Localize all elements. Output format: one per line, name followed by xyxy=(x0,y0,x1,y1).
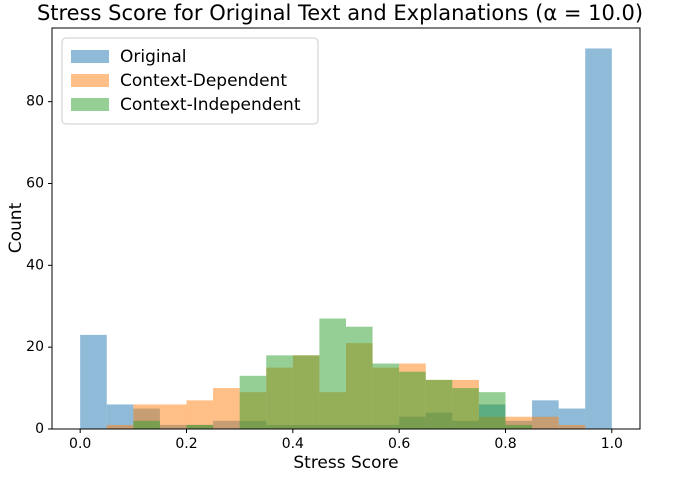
x-tick-label: 1.0 xyxy=(601,436,623,452)
chart-title: Stress Score for Original Text and Expla… xyxy=(37,1,643,25)
bar xyxy=(585,48,612,430)
bar xyxy=(532,416,559,429)
bar xyxy=(558,424,586,429)
bar xyxy=(133,420,160,429)
bar xyxy=(505,424,533,429)
x-tick-label: 0.2 xyxy=(175,436,197,452)
y-tick-label: 40 xyxy=(26,257,44,273)
legend-label: Original xyxy=(120,47,187,67)
y-tick-label: 80 xyxy=(26,94,44,110)
bar xyxy=(292,355,320,429)
bar xyxy=(213,388,240,429)
bar xyxy=(266,355,293,429)
x-tick-label: 0.0 xyxy=(69,436,91,452)
bar xyxy=(159,404,187,429)
bar xyxy=(425,379,453,429)
bar xyxy=(558,408,586,429)
bar xyxy=(186,400,214,429)
bar xyxy=(239,375,267,429)
bar xyxy=(372,363,400,429)
legend-label: Context-Independent xyxy=(120,95,301,115)
legend-label: Context-Dependent xyxy=(120,71,287,91)
bar xyxy=(452,388,479,429)
bar xyxy=(346,326,373,429)
legend-swatch xyxy=(71,74,109,87)
plot-frame xyxy=(51,27,641,430)
bar xyxy=(319,318,346,429)
y-axis-label: Count xyxy=(6,202,26,253)
legend-swatch xyxy=(71,98,109,111)
legend: Original Context-Dependent Context-Indepen… xyxy=(61,37,319,125)
x-tick-label: 0.8 xyxy=(494,436,516,452)
y-tick-label: 0 xyxy=(35,421,44,437)
x-axis-label: Stress Score xyxy=(293,453,398,473)
bar xyxy=(80,334,107,429)
x-tick-label: 0.4 xyxy=(282,436,304,452)
bar xyxy=(186,424,214,429)
bar xyxy=(478,392,506,429)
legend-frame xyxy=(61,37,319,125)
y-tick-label: 20 xyxy=(26,339,44,355)
bar xyxy=(399,371,426,429)
y-tick-label: 60 xyxy=(26,175,44,191)
legend-swatch xyxy=(71,50,109,63)
x-tick-label: 0.6 xyxy=(388,436,410,452)
bar xyxy=(106,424,134,429)
